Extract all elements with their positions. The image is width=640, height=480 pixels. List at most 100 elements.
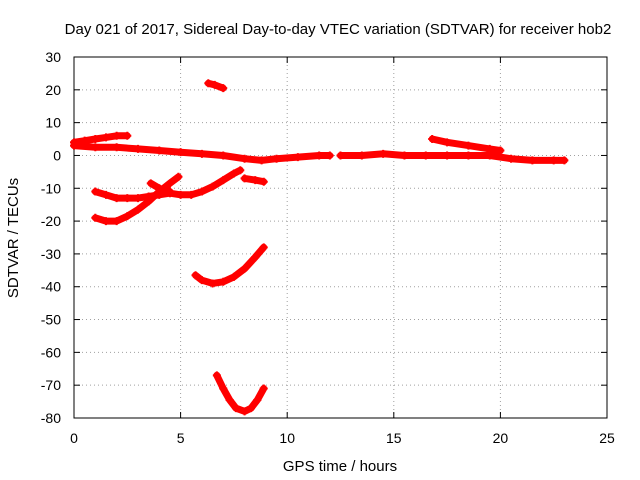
x-tick-label: 0	[70, 430, 78, 446]
data-point	[133, 194, 142, 203]
data-point	[123, 131, 132, 140]
data-point	[257, 156, 266, 165]
data-point	[144, 197, 153, 206]
data-point	[219, 384, 228, 393]
data-point	[259, 243, 268, 252]
x-tick-label: 15	[386, 430, 402, 446]
x-axis: 0 5 10 15 20 25	[70, 57, 615, 446]
x-tick-label: 25	[599, 430, 615, 446]
data-point	[325, 151, 334, 160]
data-point	[315, 151, 324, 160]
data-point	[219, 176, 228, 185]
data-point	[174, 172, 183, 181]
data-point	[293, 153, 302, 162]
data-point	[212, 371, 221, 380]
data-point	[464, 141, 473, 150]
data-point	[219, 277, 228, 286]
y-tick-label: -60	[41, 344, 61, 360]
y-tick-label: -20	[41, 213, 61, 229]
data-point	[443, 151, 452, 160]
x-tick-label: 10	[279, 430, 295, 446]
data-point	[253, 395, 262, 404]
data-point	[176, 190, 185, 199]
data-point	[123, 212, 132, 221]
data-series-line	[192, 243, 268, 287]
data-point	[240, 407, 249, 416]
data-point	[379, 149, 388, 158]
data-point	[225, 395, 234, 404]
data-point	[204, 79, 213, 88]
data-point	[232, 404, 241, 413]
data-point	[91, 135, 100, 144]
data-point	[236, 166, 245, 175]
x-tick-label: 5	[177, 430, 185, 446]
data-point	[443, 138, 452, 147]
data-point	[240, 154, 249, 163]
data-point	[112, 131, 121, 140]
y-tick-label: -70	[41, 377, 61, 393]
data-point	[251, 176, 260, 185]
data-point	[549, 156, 558, 165]
data-series-line	[213, 371, 268, 415]
data-point	[112, 194, 121, 203]
y-axis-label: SDTVAR / TECUs	[5, 178, 22, 298]
data-point	[187, 190, 196, 199]
data-point	[421, 151, 430, 160]
data-point	[101, 133, 110, 142]
data-point	[229, 169, 238, 178]
data-point	[165, 187, 174, 196]
x-tick-label: 20	[493, 430, 509, 446]
data-point	[197, 276, 206, 285]
data-point	[133, 205, 142, 214]
data-point	[208, 182, 217, 191]
data-point	[112, 217, 121, 226]
y-tick-label: -10	[41, 180, 61, 196]
data-point	[91, 213, 100, 222]
data-point	[272, 154, 281, 163]
y-tick-label: -80	[41, 410, 61, 426]
data-point	[259, 177, 268, 186]
y-tick-label: 20	[45, 82, 61, 98]
data-point	[91, 187, 100, 196]
data-point	[428, 135, 437, 144]
data-point	[191, 271, 200, 280]
data-point	[336, 151, 345, 160]
y-tick-label: 10	[45, 115, 61, 131]
data-point	[464, 151, 473, 160]
y-tick-label: 30	[45, 49, 61, 65]
data-point	[229, 272, 238, 281]
data-point	[210, 80, 219, 89]
plot-border	[73, 56, 608, 419]
data-point	[101, 217, 110, 226]
y-axis: -80 -70 -60 -50 -40 -30 -20 -10 0 10 20 30	[41, 49, 607, 426]
y-tick-label: 0	[53, 147, 61, 163]
data-point	[528, 156, 537, 165]
data-point	[496, 146, 505, 155]
data-point	[123, 194, 132, 203]
data-point	[400, 151, 409, 160]
chart-title: Day 021 of 2017, Sidereal Day-to-day VTE…	[65, 21, 612, 38]
data-point	[91, 143, 100, 152]
data-point	[165, 179, 174, 188]
data-point	[101, 190, 110, 199]
data-point	[219, 151, 228, 160]
data-point	[155, 146, 164, 155]
data-point	[176, 148, 185, 157]
data-marks	[70, 79, 569, 416]
data-point	[240, 174, 249, 183]
data-point	[197, 149, 206, 158]
data-point	[146, 179, 155, 188]
data-point	[485, 144, 494, 153]
data-point	[560, 156, 569, 165]
grid-lines	[74, 57, 607, 418]
data-point	[112, 143, 121, 152]
data-point	[251, 253, 260, 262]
data-point	[208, 279, 217, 288]
data-point	[70, 141, 78, 150]
data-point	[219, 84, 228, 93]
data-point	[155, 184, 164, 193]
data-point	[357, 151, 366, 160]
data-point	[133, 144, 142, 153]
data-point	[197, 187, 206, 196]
